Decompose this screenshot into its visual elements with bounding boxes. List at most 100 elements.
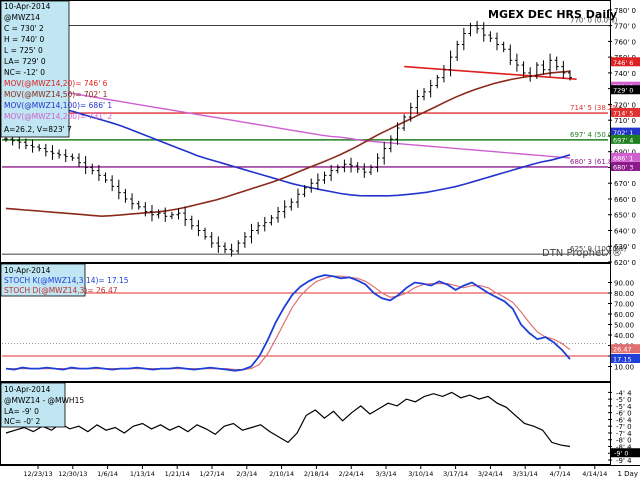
price-axis-label: 690' 0 — [614, 149, 636, 157]
x-axis-label: 3/3/14 — [376, 470, 397, 478]
x-axis-interval: 1 Day — [617, 470, 638, 478]
spread-axis-label: -5' 4 — [616, 403, 632, 411]
legend-low: L = 725' 0 — [4, 46, 43, 55]
spread-axis-label: -4' 4 — [616, 389, 632, 397]
legend-net: NC= -12' 0 — [4, 68, 45, 77]
price-tag-bg — [611, 127, 640, 137]
stoch-tag-bg — [611, 353, 640, 363]
price-axis-label: 760' 0 — [614, 38, 636, 46]
fib-label: 625' 0 (100.0%) — [570, 245, 627, 253]
price-tag: 729' 0 — [613, 87, 633, 95]
x-axis-label: 2/10/14 — [269, 470, 294, 478]
price-tag: 702' 1 — [613, 129, 633, 137]
x-axis-label: 12/23/13 — [23, 470, 52, 478]
legend-ma100: MOV(@MWZ14,100)= 686' 1 — [4, 101, 112, 110]
stoch-legend-k: STOCH K(@MWZ14,3,14)= 17.15 — [4, 276, 129, 285]
ma200-line — [5, 81, 571, 159]
price-tag-bg — [611, 57, 640, 67]
spread-legend-net: NC= -0' 2 — [4, 417, 40, 426]
spread-line — [5, 391, 571, 448]
price-tag: 746' 6 — [613, 59, 633, 67]
price-axis-label: 630' 0 — [614, 243, 636, 251]
stoch-k-line — [5, 274, 571, 372]
x-axis-label: 3/31/14 — [513, 470, 538, 478]
spread-axis-label: -8' 4 — [616, 443, 632, 451]
spread-axis-label: -9' 4 — [616, 457, 632, 465]
spread-legend-symbol: @MWZ14 - @MWH15 — [4, 396, 84, 405]
x-axis-label: 12/30/13 — [58, 470, 87, 478]
price-axis-label: 650' 0 — [614, 212, 636, 220]
spread-axis-label: -7' 0 — [616, 423, 632, 431]
legend-av: A=26.2, V=823' 7 — [4, 125, 72, 134]
legend-symbol: @MWZ14 — [4, 13, 40, 22]
price-axis-label: 620' 0 — [614, 259, 636, 267]
x-axis-label: 1/21/14 — [165, 470, 190, 478]
price-panel — [0, 0, 611, 263]
fib-label: 680' 3 (61.8%) — [570, 158, 622, 166]
x-axis-label: 3/10/14 — [408, 470, 433, 478]
chart-title: MGEX DEC HRS Daily — [488, 8, 617, 21]
stoch-panel — [0, 263, 611, 382]
price-tag: 714' 5 — [613, 109, 633, 117]
legend-ma20: MOV(@MWZ14,20)= 746' 6 — [4, 79, 108, 88]
spread-legend: 10-Apr-2014 @MWZ14 - @MWH15 LA= -9' 0 NC… — [0, 382, 84, 428]
spread-legend-last: LA= -9' 0 — [4, 407, 39, 416]
stoch-axis-label: 10.00 — [614, 364, 634, 372]
legend-close: C = 730' 2 — [4, 24, 44, 33]
x-axis-label: 1/6/14 — [97, 470, 118, 478]
price-tag: 680' 3 — [613, 163, 633, 171]
spread-axis-label: -7' 4 — [616, 430, 632, 438]
price-tag-bg — [611, 107, 640, 117]
fib-label: 714' 5 (38.2%) — [570, 104, 622, 112]
ma100-line — [5, 98, 571, 197]
x-axis-label: 2/24/14 — [339, 470, 364, 478]
x-axis-label: 2/18/14 — [304, 470, 329, 478]
x-axis-label: 1/13/14 — [130, 470, 155, 478]
price-axis-label: 720' 0 — [614, 101, 636, 109]
price-axis-label: 780' 0 — [614, 7, 636, 15]
ma50-line — [5, 70, 571, 218]
watermark: DTN ProphetX® — [542, 248, 622, 259]
price-tag-bg — [611, 85, 640, 95]
price-legend: 10-Apr-2014 @MWZ14 C = 730' 2 H = 740' 0… — [0, 0, 112, 138]
x-axis-label: 2/3/14 — [236, 470, 257, 478]
stoch-axis-label: 80.00 — [614, 290, 634, 298]
price-axis-label: 710' 0 — [614, 117, 636, 125]
legend-high: H = 740' 0 — [4, 35, 44, 44]
stoch-axis-label: 90.00 — [614, 280, 634, 288]
stoch-axis-label: 60.00 — [614, 311, 634, 319]
x-axis-label: 3/17/14 — [443, 470, 468, 478]
price-axis-label: 640' 0 — [614, 227, 636, 235]
spread-tag: -9' 0 — [614, 450, 628, 458]
stoch-legend-d: STOCH D(@MWZ14,3)= 26.47 — [4, 286, 118, 295]
stoch-axis-label: 70.00 — [614, 301, 634, 309]
price-tag-bg — [611, 161, 640, 171]
stoch-axis-label: 40.00 — [614, 332, 634, 340]
spread-panel — [0, 382, 611, 465]
spread-tag-bg — [611, 448, 640, 458]
price-axis-label: 770' 0 — [614, 23, 636, 31]
stoch-legend-date: 10-Apr-2014 — [4, 266, 51, 275]
spread-axis-label: -5' 0 — [616, 396, 632, 404]
x-axis-label: 4/7/14 — [550, 470, 571, 478]
spread-axis-label: -8' 0 — [616, 437, 632, 445]
stoch-axis-label: 50.00 — [614, 322, 634, 330]
legend-last: LA= 729' 0 — [4, 57, 46, 66]
price-tag: 697' 4 — [613, 136, 633, 144]
spread-legend-date: 10-Apr-2014 — [4, 385, 51, 394]
price-axis-label: 660' 0 — [614, 196, 636, 204]
legend-ma200: MOV(@MWZ14,200)= 731' 2 — [4, 112, 112, 121]
spread-axis-label: -6' 4 — [616, 416, 632, 424]
fib-label: 697' 4 (50.0%) — [570, 131, 622, 139]
price-tag-bg — [611, 152, 640, 162]
price-tag: 686' 1 — [613, 154, 633, 162]
stoch-tag: 26.47 — [613, 346, 632, 354]
spread-axis-label: -6' 0 — [616, 410, 632, 418]
stoch-tag-bg — [611, 344, 640, 354]
stoch-tag: 17.15 — [613, 355, 632, 363]
x-axis-label: 1/27/14 — [199, 470, 224, 478]
legend-date: 10-Apr-2014 — [4, 2, 51, 11]
ma20-line — [404, 65, 577, 81]
price-axis-label: 670' 0 — [614, 180, 636, 188]
